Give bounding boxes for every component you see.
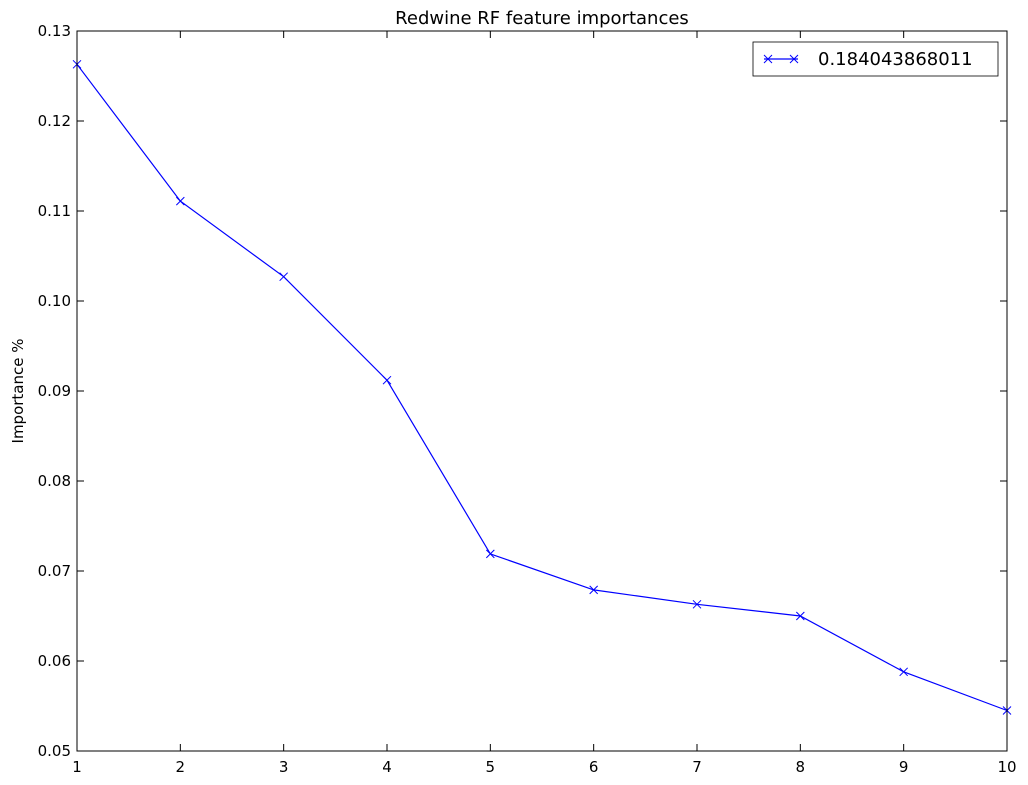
- x-tick-label: 8: [796, 758, 806, 776]
- data-point-marker: [692, 599, 702, 609]
- y-tick-label: 0.11: [38, 202, 71, 220]
- data-point-marker: [175, 196, 185, 206]
- y-tick-label: 0.06: [38, 652, 71, 670]
- legend-marker-left: [763, 54, 773, 64]
- y-tick-label: 0.10: [38, 292, 71, 310]
- legend-marker-right: [789, 54, 799, 64]
- data-point-marker: [279, 272, 289, 282]
- series-line: [76, 63, 1008, 712]
- plot-area-frame: [76, 30, 1008, 752]
- y-tick-label: 0.12: [38, 112, 71, 130]
- x-tick-label: 2: [176, 758, 186, 776]
- y-axis-ticks: 0.05 0.06 0.07 0.08 0.09 0.10 0.11 0.12 0.13: [38, 22, 1007, 760]
- legend-marker: [763, 54, 799, 64]
- legend: 0.184043868011: [752, 41, 999, 77]
- data-point-marker: [899, 667, 909, 677]
- data-point-marker: [485, 549, 495, 559]
- y-tick-label: 0.05: [38, 742, 71, 760]
- x-tick-label: 7: [692, 758, 702, 776]
- x-tick-label: 3: [279, 758, 289, 776]
- x-tick-label: 9: [899, 758, 909, 776]
- data-point-marker: [795, 611, 805, 621]
- chart-title: Redwine RF feature importances: [395, 8, 689, 29]
- x-tick-label: 4: [382, 758, 392, 776]
- x-tick-label: 1: [72, 758, 82, 776]
- x-tick-label: 5: [486, 758, 496, 776]
- y-tick-label: 0.07: [38, 562, 71, 580]
- legend-series-label: 0.184043868011: [818, 49, 973, 70]
- x-tick-label: 10: [997, 758, 1016, 776]
- x-axis-ticks: 1 2 3 4 5 6 7 8 9 10: [72, 31, 1017, 776]
- data-point-marker: [589, 585, 599, 595]
- y-tick-label: 0.08: [38, 472, 71, 490]
- y-tick-label: 0.09: [38, 382, 71, 400]
- data-point-marker: [382, 375, 392, 385]
- y-axis-label: Importance %: [9, 339, 27, 444]
- y-tick-label: 0.13: [38, 22, 71, 40]
- series-layer: [72, 59, 1012, 715]
- x-tick-label: 6: [589, 758, 599, 776]
